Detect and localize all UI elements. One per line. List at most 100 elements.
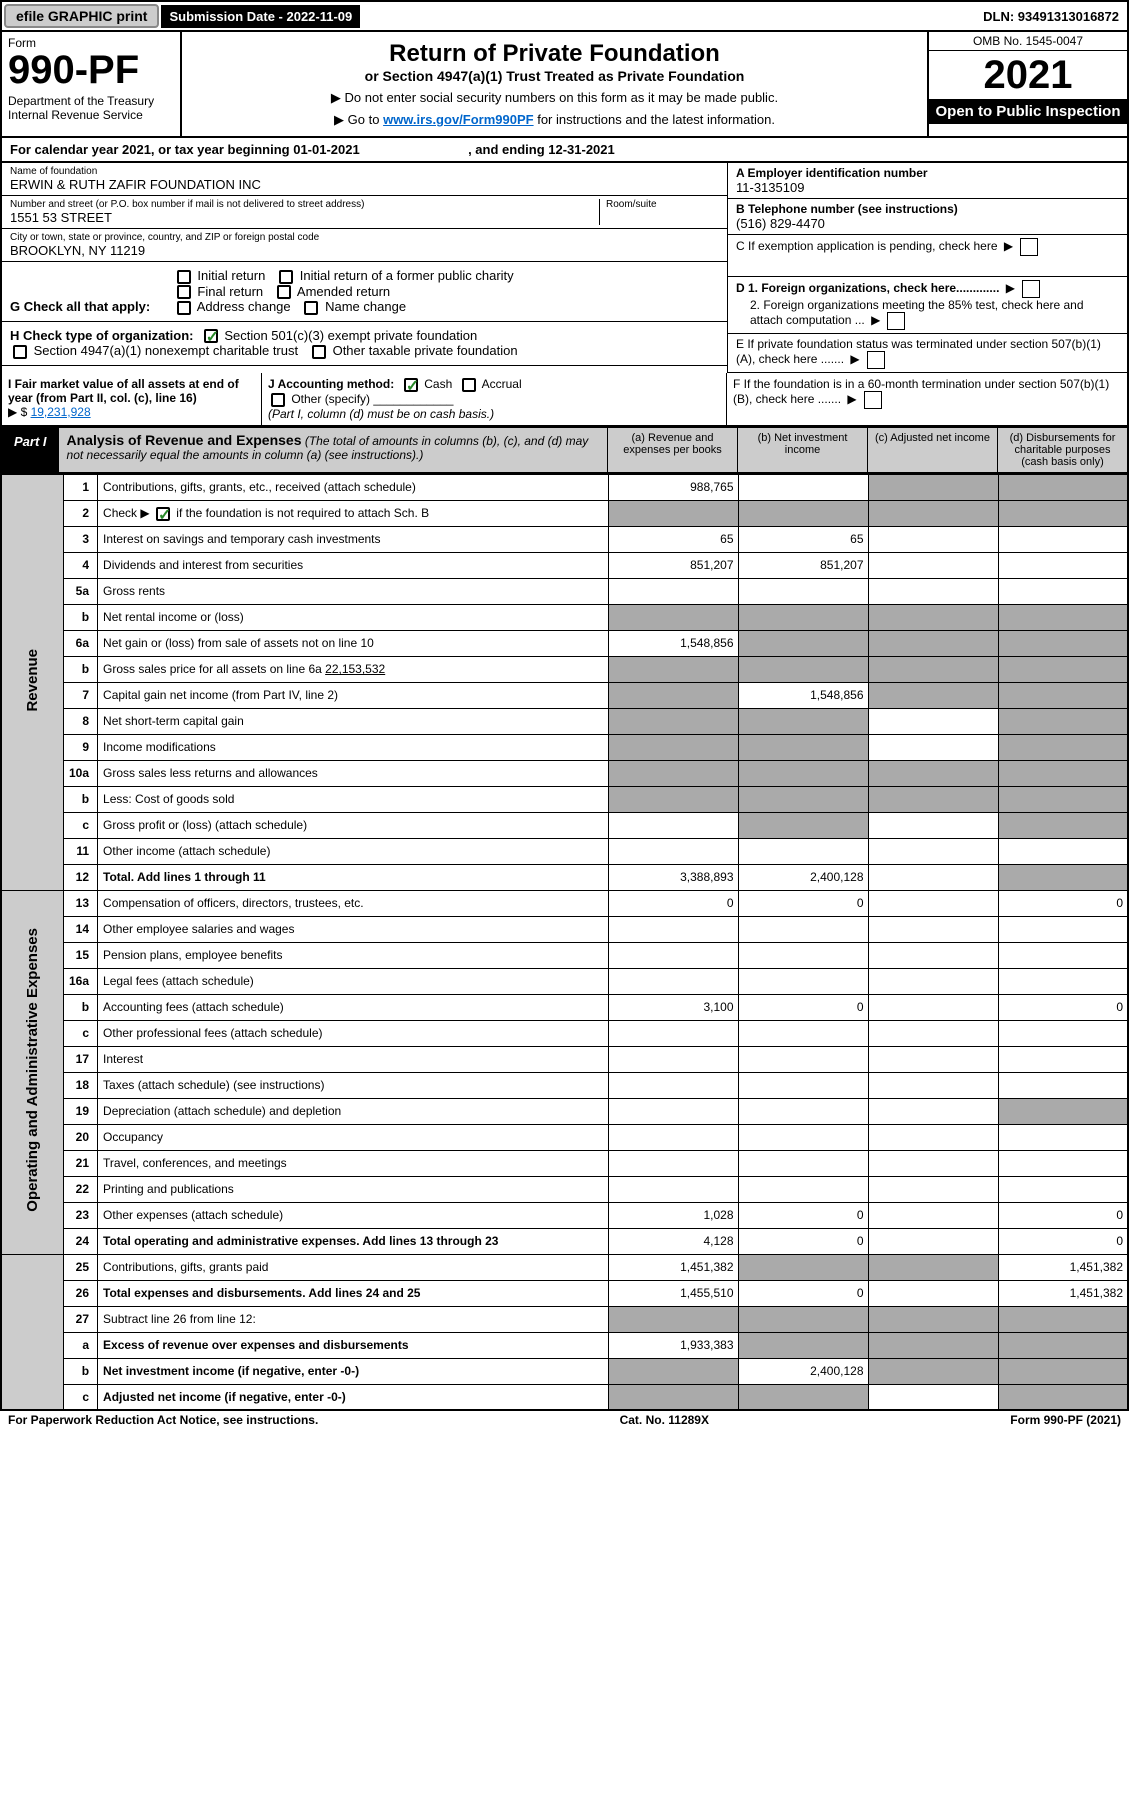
other-method-check[interactable] [271, 393, 285, 407]
cell-b [738, 474, 868, 500]
cell-d [998, 1306, 1128, 1332]
cell-b [738, 1176, 868, 1202]
analysis-table: Revenue1Contributions, gifts, grants, et… [0, 474, 1129, 1412]
row-number: 6a [64, 630, 98, 656]
row-desc: Interest [98, 1046, 608, 1072]
cell-b [738, 630, 868, 656]
cell-d [998, 1046, 1128, 1072]
cell-d [998, 630, 1128, 656]
cell-b: 0 [738, 994, 868, 1020]
cell-d [998, 942, 1128, 968]
cell-d: 0 [998, 1228, 1128, 1254]
cell-a [608, 656, 738, 682]
form-note2: ▶ Go to www.irs.gov/Form990PF for instru… [192, 112, 917, 128]
initial-return-check[interactable] [177, 270, 191, 284]
d1-check[interactable] [1022, 280, 1040, 298]
cell-c [868, 578, 998, 604]
cell-d [998, 760, 1128, 786]
d2-check[interactable] [887, 312, 905, 330]
4947-check[interactable] [13, 345, 27, 359]
row-number: 26 [64, 1280, 98, 1306]
cell-b: 0 [738, 1228, 868, 1254]
row-number: c [64, 1384, 98, 1410]
row-number: 24 [64, 1228, 98, 1254]
cell-d [998, 474, 1128, 500]
other-taxable-check[interactable] [312, 345, 326, 359]
amended-return-check[interactable] [277, 285, 291, 299]
c-check[interactable] [1020, 238, 1038, 256]
form-number: 990-PF [8, 50, 174, 90]
row-number: 10a [64, 760, 98, 786]
cell-c [868, 1098, 998, 1124]
cell-c [868, 812, 998, 838]
row-desc: Legal fees (attach schedule) [98, 968, 608, 994]
cell-d [998, 812, 1128, 838]
row-number: b [64, 994, 98, 1020]
col-a-head: (a) Revenue and expenses per books [607, 428, 737, 472]
cell-a [608, 1098, 738, 1124]
row-number: 15 [64, 942, 98, 968]
tel-label: B Telephone number (see instructions) [736, 202, 1119, 216]
row-number: 1 [64, 474, 98, 500]
name-change-check[interactable] [304, 301, 318, 315]
former-charity-check[interactable] [279, 270, 293, 284]
dln: DLN: 93491313016872 [975, 5, 1127, 28]
row-number: 4 [64, 552, 98, 578]
efile-button[interactable]: efile GRAPHIC print [4, 4, 159, 28]
calendar-year: For calendar year 2021, or tax year begi… [0, 138, 1129, 163]
catalog-number: Cat. No. 11289X [620, 1413, 709, 1427]
cell-c [868, 526, 998, 552]
row-desc: Contributions, gifts, grants paid [98, 1254, 608, 1280]
d2-label: 2. Foreign organizations meeting the 85%… [750, 298, 1084, 327]
row-number: 22 [64, 1176, 98, 1202]
col-d-head: (d) Disbursements for charitable purpose… [997, 428, 1127, 472]
expenses-label: Operating and Administrative Expenses [1, 890, 64, 1254]
row-desc: Contributions, gifts, grants, etc., rece… [98, 474, 608, 500]
accrual-check[interactable] [462, 378, 476, 392]
cell-a [608, 812, 738, 838]
cell-b [738, 942, 868, 968]
f-check[interactable] [864, 391, 882, 409]
cell-d [998, 1072, 1128, 1098]
cell-d [998, 1176, 1128, 1202]
cell-c [868, 1150, 998, 1176]
cell-a [608, 1306, 738, 1332]
row-desc: Total expenses and disbursements. Add li… [98, 1280, 608, 1306]
i-label: I Fair market value of all assets at end… [8, 377, 239, 405]
cash-check[interactable] [404, 378, 418, 392]
cell-d [998, 1124, 1128, 1150]
cell-b [738, 838, 868, 864]
address-change-check[interactable] [177, 301, 191, 315]
row-number: c [64, 812, 98, 838]
cell-c [868, 682, 998, 708]
cell-c [868, 760, 998, 786]
cell-c [868, 786, 998, 812]
part1-header: Part I Analysis of Revenue and Expenses … [0, 426, 1129, 474]
row-desc: Other expenses (attach schedule) [98, 1202, 608, 1228]
cell-b: 65 [738, 526, 868, 552]
row-desc: Net investment income (if negative, ente… [98, 1358, 608, 1384]
cell-a: 1,028 [608, 1202, 738, 1228]
row-desc: Net short-term capital gain [98, 708, 608, 734]
row-number: 14 [64, 916, 98, 942]
cell-d [998, 1332, 1128, 1358]
cell-d: 0 [998, 994, 1128, 1020]
department: Department of the Treasury Internal Reve… [8, 94, 174, 122]
instructions-link[interactable]: www.irs.gov/Form990PF [383, 112, 534, 127]
fmv-value[interactable]: 19,231,928 [31, 405, 91, 419]
final-return-check[interactable] [177, 285, 191, 299]
cell-a [608, 1046, 738, 1072]
row-number: 9 [64, 734, 98, 760]
cell-a [608, 838, 738, 864]
e-check[interactable] [867, 351, 885, 369]
cell-b [738, 1306, 868, 1332]
row-number: 21 [64, 1150, 98, 1176]
cell-a: 851,207 [608, 552, 738, 578]
cell-d [998, 552, 1128, 578]
501c3-check[interactable] [204, 329, 218, 343]
cell-b [738, 1150, 868, 1176]
form-note1: ▶ Do not enter social security numbers o… [192, 90, 917, 106]
cell-c [868, 1384, 998, 1410]
part1-title: Analysis of Revenue and Expenses [67, 432, 302, 448]
row-number: b [64, 1358, 98, 1384]
